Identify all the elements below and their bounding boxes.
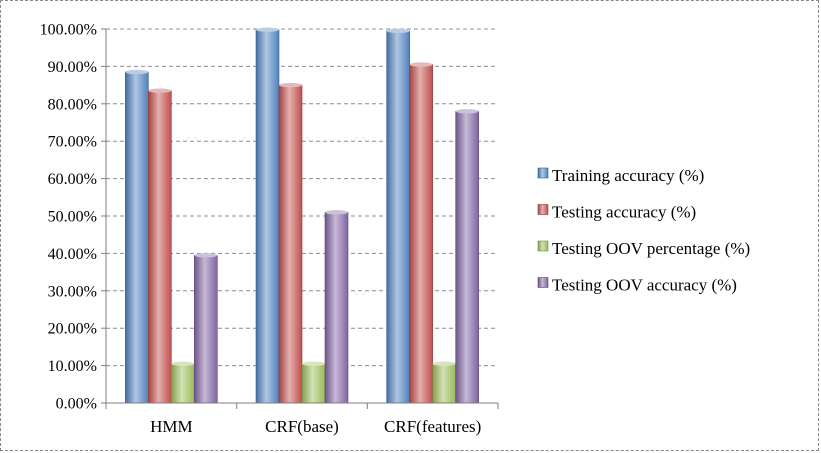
bar-top-highlight	[386, 28, 410, 34]
y-tick-label: 80.00%	[48, 96, 97, 113]
bar-top-highlight	[256, 27, 279, 32]
y-tick-label: 70.00%	[48, 134, 97, 151]
axes	[105, 29, 498, 404]
bar-crf-features--series-1	[386, 30, 410, 404]
bar-crf-features--series-3	[432, 363, 456, 404]
y-axis-ticks: 0.00% 10.00% 20.00% 30.00% 40.00% 50.00% 60.00…	[40, 22, 106, 413]
legend-label: Testing accuracy (%)	[552, 203, 696, 222]
bar-hmm-series-1	[125, 71, 149, 404]
bar-crf-base--series-3	[301, 363, 326, 404]
bar-crf-features--series-2	[409, 64, 433, 404]
y-tick-label: 20.00%	[48, 321, 97, 338]
y-tick-label: 40.00%	[48, 246, 97, 263]
legend-label: Testing OOV percentage (%)	[552, 239, 750, 258]
bar-top-highlight	[432, 361, 456, 366]
legend: Training accuracy (%) Testing accuracy (%…	[537, 166, 750, 295]
bar-top-highlight	[409, 62, 433, 67]
y-tick-label: 50.00%	[48, 209, 97, 226]
bar-top-highlight	[302, 361, 325, 366]
bar-crf-base--series-1	[255, 29, 280, 404]
bar-crf-features--series-4	[455, 110, 479, 404]
legend-swatch	[537, 204, 549, 215]
x-axis-ticks: HMM CRF(base) CRF(features)	[105, 403, 499, 436]
bar-hmm-series-2	[148, 90, 172, 404]
legend-label: Testing OOV accuracy (%)	[552, 276, 737, 295]
bar-top-highlight	[455, 109, 479, 114]
bar-top-highlight	[325, 210, 348, 215]
y-tick-label: 10.00%	[48, 358, 97, 375]
x-category-label: HMM	[150, 417, 193, 436]
bar-crf-base--series-4	[324, 211, 349, 404]
bar-top-highlight	[148, 88, 172, 93]
legend-swatch	[537, 167, 549, 179]
bar-top-highlight	[194, 253, 218, 258]
bar-hmm-series-4	[194, 254, 218, 404]
bar-top-highlight	[125, 69, 149, 75]
y-tick-label: 60.00%	[48, 171, 97, 188]
y-tick-label: 30.00%	[48, 283, 97, 300]
y-tick-label: 90.00%	[48, 59, 97, 76]
legend-swatch	[537, 240, 549, 252]
x-category-label: CRF(features)	[384, 417, 481, 436]
bar-crf-base--series-2	[278, 84, 303, 404]
y-tick-label: 100.00%	[40, 22, 97, 39]
bar-hmm-series-3	[171, 363, 195, 404]
bar-top-highlight	[171, 361, 195, 366]
bars	[125, 27, 479, 404]
legend-swatch	[537, 277, 549, 288]
bar-top-highlight	[279, 82, 302, 88]
y-tick-label: 0.00%	[56, 396, 97, 413]
x-category-label: CRF(base)	[265, 417, 339, 436]
legend-label: Training accuracy (%)	[552, 166, 704, 185]
